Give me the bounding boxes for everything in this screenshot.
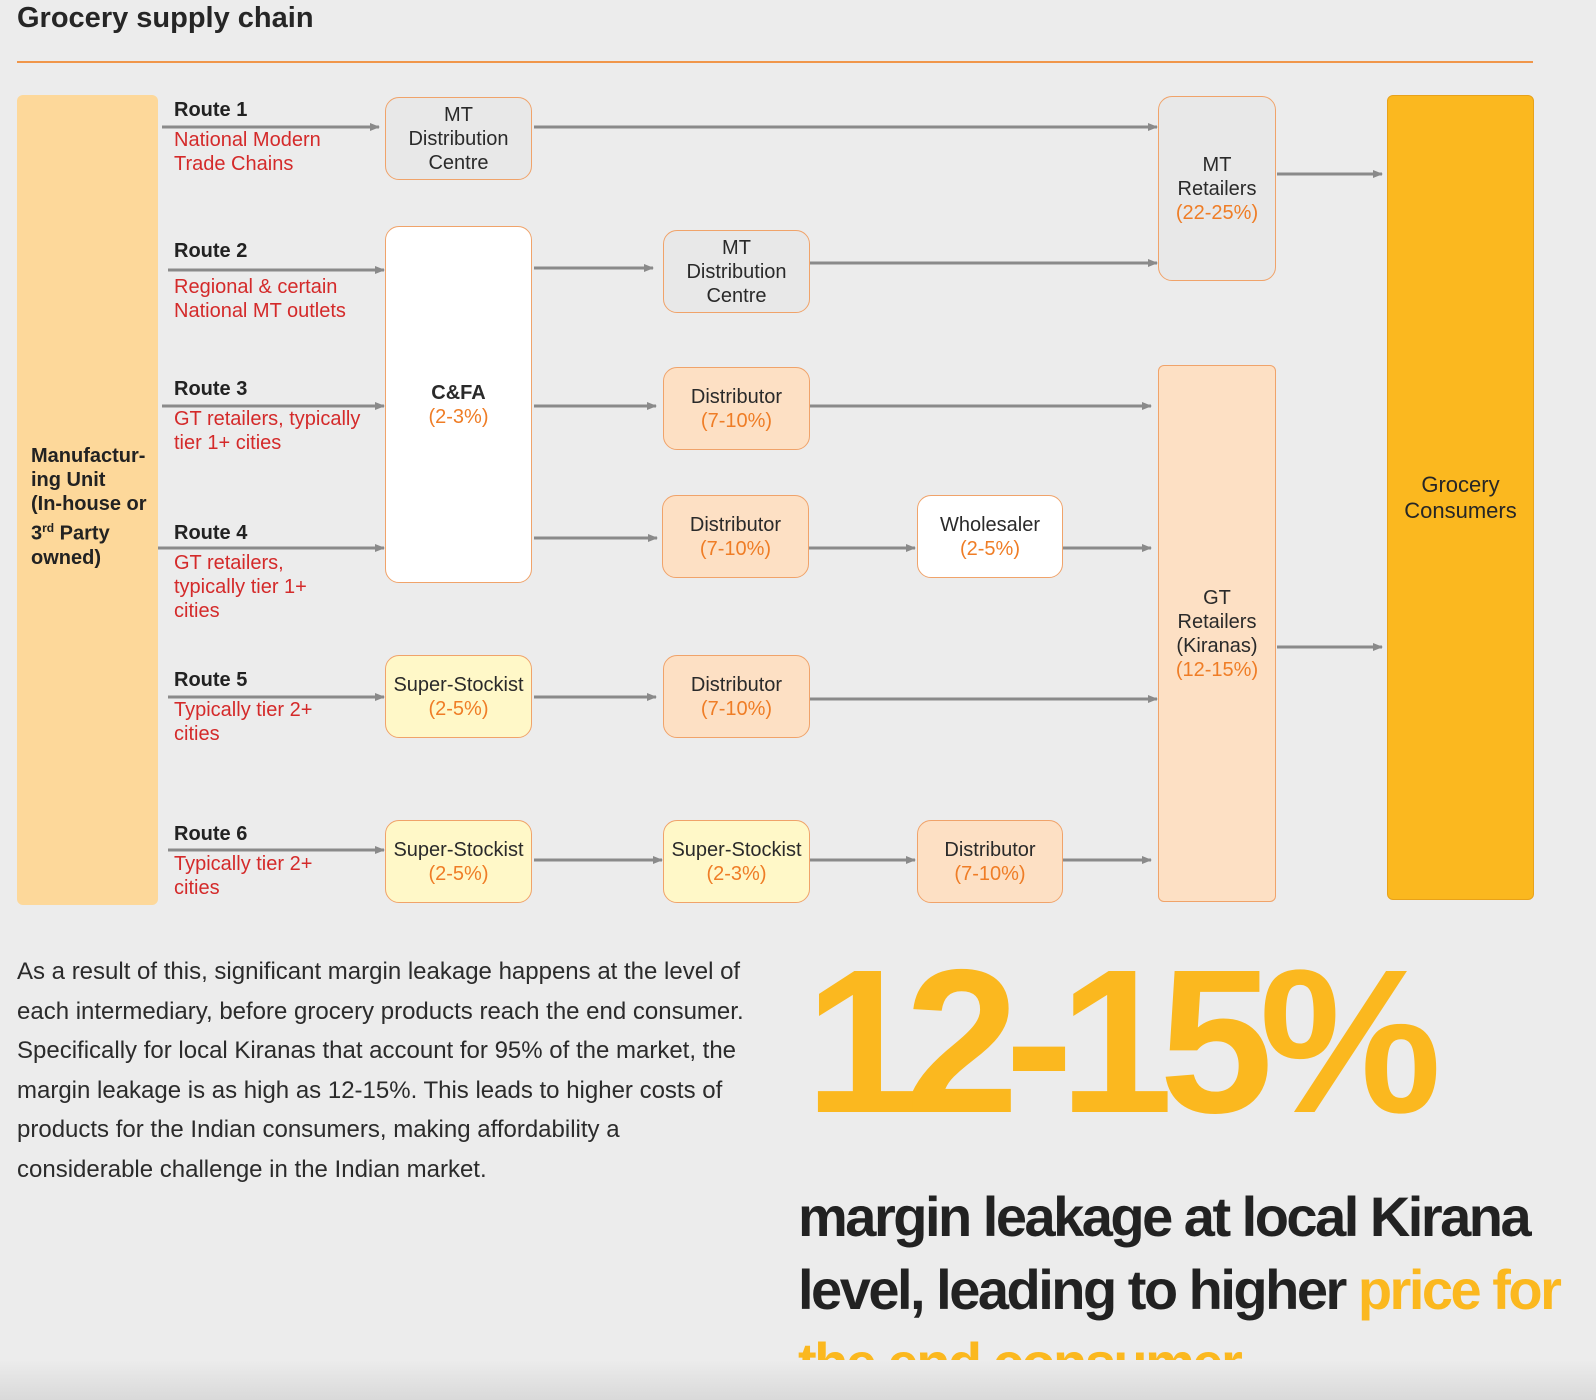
mtdc1-line3: Centre bbox=[428, 151, 489, 174]
mfg-line3: (In-house or bbox=[31, 493, 147, 515]
consumers-line2: Consumers bbox=[1404, 497, 1517, 523]
route-1: Route 1 National Modern Trade Chains bbox=[174, 99, 321, 176]
mtdc1-line2: Distribution bbox=[408, 127, 509, 150]
route-5-desc: Typically tier 2+ cities bbox=[174, 698, 312, 746]
cfa-pct: (2-3%) bbox=[428, 405, 489, 428]
mt-distribution-centre-route1: MT Distribution Centre bbox=[385, 97, 532, 180]
wholesaler-label: Wholesaler bbox=[939, 513, 1041, 536]
ss6b-label: Super-Stockist bbox=[671, 838, 802, 861]
mtdc2-line3: Centre bbox=[706, 284, 767, 307]
route-5-desc-line1: Typically tier 2+ bbox=[174, 699, 313, 721]
dist5-pct: (7-10%) bbox=[700, 697, 773, 720]
route-2-desc: Regional & certain National MT outlets bbox=[174, 275, 346, 323]
gt-retailers-line3: (Kiranas) bbox=[1176, 634, 1258, 657]
mfg-line1: Manufactur- bbox=[31, 445, 146, 467]
mt-distribution-centre-route2: MT Distribution Centre bbox=[663, 230, 810, 313]
route-1-desc-line1: National Modern bbox=[174, 129, 321, 151]
margin-leakage-figure: 12-15% bbox=[805, 927, 1442, 1156]
ss6a-pct: (2-5%) bbox=[428, 862, 489, 885]
route-3-desc-line1: GT retailers, typically bbox=[174, 408, 361, 430]
route-3: Route 3 GT retailers, typically tier 1+ … bbox=[174, 378, 360, 455]
mfg-line4-rest: Party bbox=[54, 522, 110, 545]
route-1-desc: National Modern Trade Chains bbox=[174, 128, 321, 176]
route-2: Route 2 Regional & certain National MT o… bbox=[174, 240, 346, 323]
super-stockist-route6-second: Super-Stockist (2-3%) bbox=[663, 820, 810, 903]
route-3-desc: GT retailers, typically tier 1+ cities bbox=[174, 407, 360, 455]
dist6-pct: (7-10%) bbox=[954, 862, 1026, 885]
route-4-desc: GT retailers, typically tier 1+ cities bbox=[174, 551, 307, 623]
mt-retailers-pct: (22-25%) bbox=[1175, 201, 1259, 224]
route-2-name: Route 2 bbox=[174, 240, 248, 262]
route-4-desc-line1: GT retailers, bbox=[174, 552, 284, 574]
route-4-name: Route 4 bbox=[174, 522, 248, 544]
super-stockist-route5: Super-Stockist (2-5%) bbox=[385, 655, 532, 738]
mt-retailers-line1: MT bbox=[1202, 153, 1232, 176]
cfa-label: C&FA bbox=[431, 381, 486, 404]
route-5-desc-line2: cities bbox=[174, 723, 220, 745]
dist4-label: Distributor bbox=[689, 513, 782, 536]
mfg-line4: 3rd Party bbox=[31, 516, 156, 546]
consumers-line1: Grocery bbox=[1421, 471, 1500, 497]
supply-chain-diagram: Manufactur- ing Unit (In-house or 3rd Pa… bbox=[17, 95, 1534, 905]
mt-retailers-line2: Retailers bbox=[1177, 177, 1257, 200]
route-1-desc-line2: Trade Chains bbox=[174, 153, 294, 175]
page-title: Grocery supply chain bbox=[17, 2, 314, 34]
super-stockist-route6-first: Super-Stockist (2-5%) bbox=[385, 820, 532, 903]
dist4-pct: (7-10%) bbox=[699, 537, 772, 560]
title-divider bbox=[17, 61, 1533, 63]
route-4: Route 4 GT retailers, typically tier 1+ … bbox=[174, 522, 307, 623]
ss5-label: Super-Stockist bbox=[393, 673, 524, 696]
route-5-name: Route 5 bbox=[174, 669, 248, 691]
route-6-desc-line2: cities bbox=[174, 877, 220, 899]
route-1-name: Route 1 bbox=[174, 99, 248, 121]
distributor-route6: Distributor (7-10%) bbox=[917, 820, 1063, 903]
ss6b-pct: (2-3%) bbox=[706, 862, 767, 885]
route-4-desc-line3: cities bbox=[174, 600, 220, 622]
route-6-desc: Typically tier 2+ cities bbox=[174, 852, 312, 900]
dist5-label: Distributor bbox=[690, 673, 783, 696]
gt-retailers-line2: Retailers bbox=[1177, 610, 1257, 633]
wholesaler-node: Wholesaler (2-5%) bbox=[917, 495, 1063, 578]
manufacturing-unit-label: Manufactur- ing Unit (In-house or 3rd Pa… bbox=[31, 444, 156, 570]
route-2-desc-line1: Regional & certain bbox=[174, 276, 338, 298]
wholesaler-pct: (2-5%) bbox=[959, 537, 1020, 560]
route-4-desc-line2: typically tier 1+ bbox=[174, 576, 307, 598]
distributor-route4: Distributor (7-10%) bbox=[662, 495, 809, 578]
ss6a-label: Super-Stockist bbox=[393, 838, 524, 861]
route-5: Route 5 Typically tier 2+ cities bbox=[174, 669, 312, 746]
mtdc1-line1: MT bbox=[444, 103, 473, 126]
mtdc2-line2: Distribution bbox=[686, 260, 787, 283]
route-2-desc-line2: National MT outlets bbox=[174, 300, 346, 322]
manufacturing-unit-block bbox=[17, 95, 158, 905]
tagline-dark-text: margin leakage at local Kirana level, le… bbox=[798, 1185, 1532, 1321]
gt-retailers-node: GT Retailers (Kiranas) (12-15%) bbox=[1158, 365, 1276, 902]
cfa-node: C&FA (2-3%) bbox=[385, 226, 532, 583]
route-6: Route 6 Typically tier 2+ cities bbox=[174, 823, 312, 900]
mtdc2-line1: MT bbox=[722, 236, 751, 259]
route-3-desc-line2: tier 1+ cities bbox=[174, 432, 282, 454]
dist3-label: Distributor bbox=[690, 385, 783, 408]
dist3-pct: (7-10%) bbox=[700, 409, 773, 432]
distributor-route5: Distributor (7-10%) bbox=[663, 655, 810, 738]
mt-retailers-node: MT Retailers (22-25%) bbox=[1158, 96, 1276, 281]
mfg-line4-num: 3 bbox=[31, 522, 43, 545]
mfg-line4-sup: rd bbox=[42, 521, 55, 535]
distributor-route3: Distributor (7-10%) bbox=[663, 367, 810, 450]
dist6-label: Distributor bbox=[944, 838, 1036, 861]
bottom-shadow bbox=[0, 1360, 1596, 1400]
explanation-paragraph: As a result of this, significant margin … bbox=[17, 958, 744, 1183]
route-3-name: Route 3 bbox=[174, 378, 248, 400]
mfg-line2: ing Unit bbox=[31, 469, 106, 491]
route-6-desc-line1: Typically tier 2+ bbox=[174, 853, 313, 875]
flow-arrows bbox=[158, 123, 1383, 864]
ss5-pct: (2-5%) bbox=[428, 697, 489, 720]
gt-retailers-pct: (12-15%) bbox=[1175, 658, 1259, 681]
mfg-line5: owned) bbox=[31, 546, 101, 569]
grocery-consumers-node: Grocery Consumers bbox=[1387, 95, 1534, 900]
gt-retailers-line1: GT bbox=[1203, 586, 1231, 609]
route-6-name: Route 6 bbox=[174, 823, 248, 845]
